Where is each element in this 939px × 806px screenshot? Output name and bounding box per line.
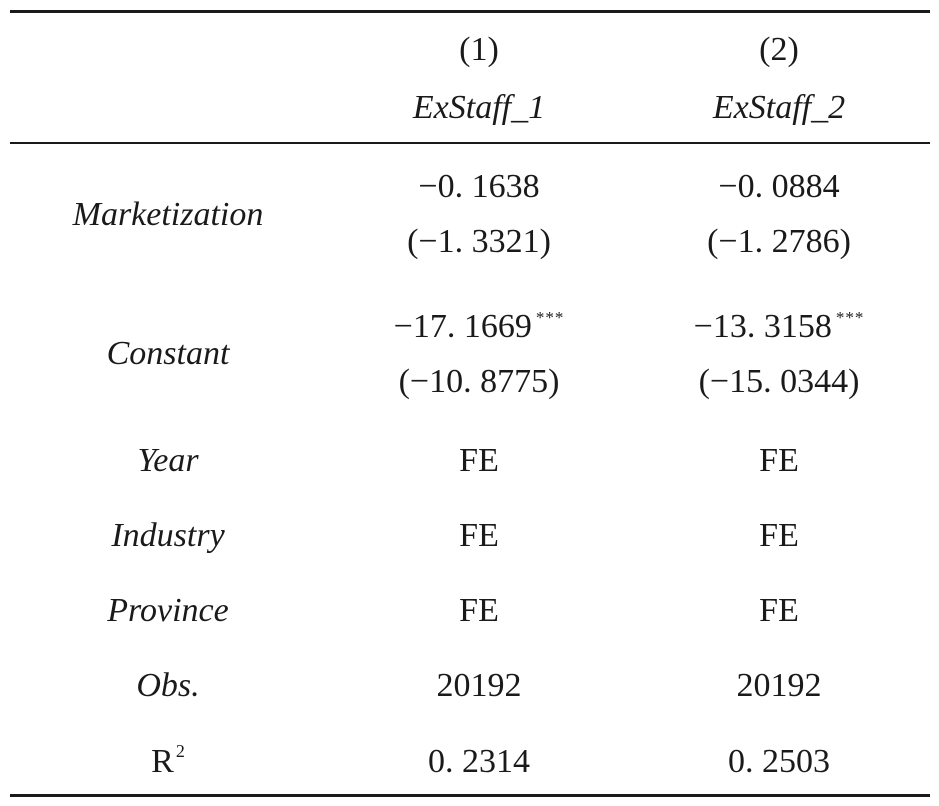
industry-col1: FE [459,517,499,554]
row-label-province: Province [107,592,229,629]
col1-name: ExStaff_1 [412,89,546,126]
year-col2: FE [759,442,799,479]
province-col1: FE [459,592,499,629]
marketization-col1-coef: −0. 1638 [418,168,540,205]
constant-col1-coef: −17. 1669 *** [394,307,565,352]
constant-col1-coef-value: −17. 1669 [393,308,532,345]
top-rule [10,10,930,13]
row-label-obs: Obs. [136,667,200,704]
row-label-constant: Constant [106,335,230,372]
constant-col2-coef: −13. 3158 *** [694,307,865,352]
province-col2: FE [759,592,799,629]
header-rule [10,142,930,144]
industry-col2: FE [759,517,799,554]
r2-label-superscript: 2 [175,741,185,761]
r2-col1: 0. 2314 [428,743,530,780]
row-label-industry: Industry [111,517,225,554]
col2-number: (2) [759,31,799,68]
row-label-marketization: Marketization [72,196,264,233]
col1-number: (1) [459,31,499,68]
constant-col1-t: (−10. 8775) [398,363,560,400]
constant-col2-t: (−15. 0344) [698,363,860,400]
bottom-rule [10,794,930,797]
r2-label: R [151,743,174,780]
marketization-col2-coef: −0. 0884 [718,168,840,205]
constant-col1-significance: *** [535,308,565,327]
year-col1: FE [459,442,499,479]
constant-col2-coef-value: −13. 3158 [693,308,832,345]
marketization-col2-t: (−1. 2786) [707,223,851,260]
row-label-year: Year [137,442,199,479]
col2-name: ExStaff_2 [712,89,846,126]
constant-col2-significance: *** [835,308,865,327]
obs-col2: 20192 [736,667,822,704]
r2-col2: 0. 2503 [728,743,830,780]
marketization-col1-t: (−1. 3321) [407,223,551,260]
obs-col1: 20192 [436,667,522,704]
